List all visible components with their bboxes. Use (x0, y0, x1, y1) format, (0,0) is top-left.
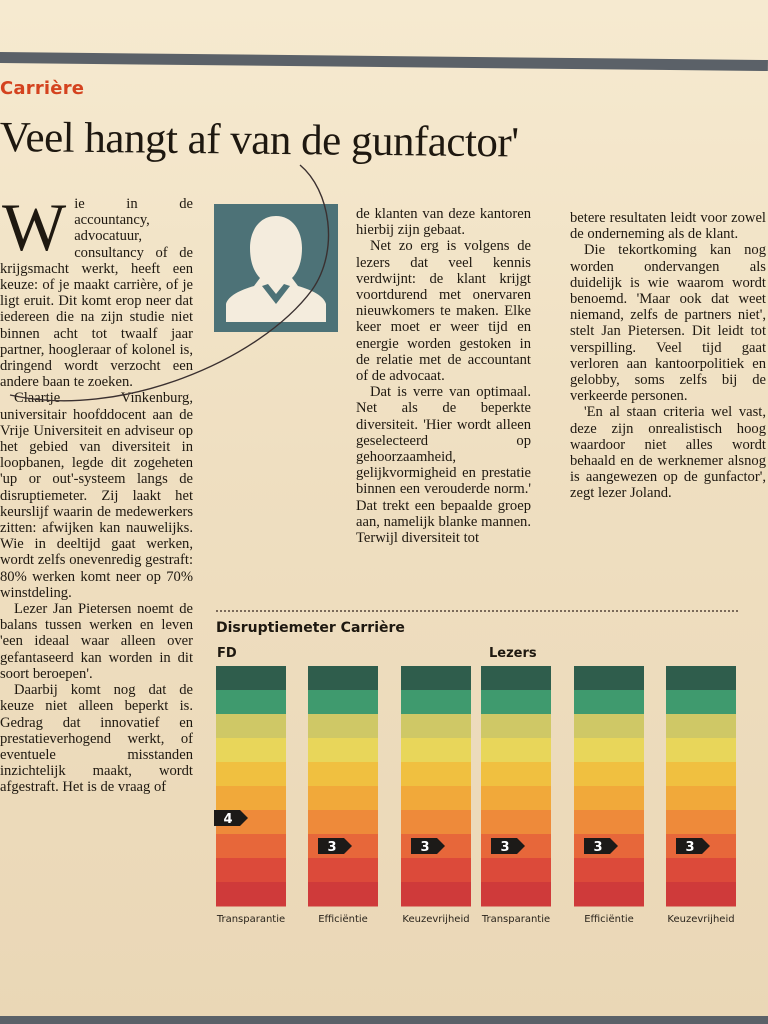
meter-segment (308, 738, 378, 763)
meter-segment (481, 690, 551, 715)
paragraph: 'En al staan criteria wel vast, deze zij… (570, 404, 766, 502)
category-label: Efficiëntie (584, 914, 634, 925)
meter-segment (216, 690, 286, 715)
paragraph: de klanten van deze kantoren hierbij zij… (356, 206, 531, 239)
group-label-lezers: Lezers (489, 646, 537, 661)
value-marker: 3 (318, 838, 352, 855)
value-label: 3 (593, 840, 602, 855)
meter-segment (574, 762, 644, 787)
meter-segment (401, 714, 471, 739)
meter-segment (666, 690, 736, 715)
value-label: 4 (223, 812, 232, 827)
meter-segment (481, 714, 551, 739)
meter-segment (574, 858, 644, 883)
paragraph: betere resultaten leidt voor zowel de on… (570, 210, 766, 243)
meter-segment (481, 738, 551, 763)
meter-segment (574, 666, 644, 691)
meter-segment (308, 690, 378, 715)
meter-segment (308, 762, 378, 787)
meter-segment (666, 714, 736, 739)
meter-segment (401, 858, 471, 883)
paragraph: Die tekortkoming kan nog worden ondervan… (570, 242, 766, 405)
paragraph: Lezer Jan Pietersen noemt de balans tuss… (0, 601, 193, 682)
meter-segment (574, 714, 644, 739)
category-label: Efficiëntie (318, 914, 368, 925)
article-column-4: betere resultaten leidt voor zowel de on… (570, 210, 766, 502)
value-marker: 4 (214, 810, 248, 827)
section-label: Carrière (0, 78, 85, 99)
meter-segment (666, 786, 736, 811)
meter-segment (666, 810, 736, 835)
meter-segment (216, 714, 286, 739)
meter-segment (401, 762, 471, 787)
value-marker: 3 (676, 838, 710, 855)
meter-segment (308, 786, 378, 811)
meter-segment (308, 882, 378, 907)
meter-segment (401, 690, 471, 715)
meter-segment (481, 786, 551, 811)
chart-title: Disruptiemeter Carrière (216, 620, 405, 636)
meter-segment (574, 690, 644, 715)
meter-segment (308, 810, 378, 835)
article-column-3: de klanten van deze kantoren hierbij zij… (356, 206, 531, 546)
value-label: 3 (420, 840, 429, 855)
category-label: Keuzevrijheid (667, 914, 734, 925)
meter-segment (308, 858, 378, 883)
category-label: Transparantie (481, 914, 550, 925)
meter-segment (574, 738, 644, 763)
meter-segment (216, 666, 286, 691)
meter-segment (666, 666, 736, 691)
value-label: 3 (327, 840, 336, 855)
meter-segment (481, 882, 551, 907)
meter-segment (481, 858, 551, 883)
meter-segment (216, 858, 286, 883)
paragraph: Daarbij komt nog dat de keuze niet allee… (0, 682, 193, 796)
chart-divider (216, 610, 738, 612)
meter-segment (666, 882, 736, 907)
paragraph: Dat is verre van optimaal. Net als de be… (356, 384, 531, 547)
meter-segment (574, 786, 644, 811)
value-label: 3 (500, 840, 509, 855)
meter-segment (216, 834, 286, 859)
meter-segment (308, 666, 378, 691)
bottom-rule (0, 1016, 768, 1024)
meter-segment (666, 858, 736, 883)
paragraph: Net zo erg is volgens de lezers dat veel… (356, 238, 531, 385)
meter-segment (401, 666, 471, 691)
meter-segment (481, 810, 551, 835)
meter-segment (666, 762, 736, 787)
meter-segment (216, 738, 286, 763)
meter-segment (308, 714, 378, 739)
meter-segment (574, 882, 644, 907)
value-label: 3 (685, 840, 694, 855)
meter-segment (401, 738, 471, 763)
meter-segment (666, 738, 736, 763)
value-marker: 3 (584, 838, 618, 855)
meter-segment (401, 810, 471, 835)
meter-segment (481, 666, 551, 691)
meter-segment (216, 786, 286, 811)
meter-segment (401, 786, 471, 811)
meter-segment (481, 762, 551, 787)
meter-segment (401, 882, 471, 907)
value-marker: 3 (491, 838, 525, 855)
meter-segment (216, 762, 286, 787)
category-label: Transparantie (216, 914, 285, 925)
meter-segment (574, 810, 644, 835)
group-label-fd: FD (217, 646, 237, 661)
meter-segment (216, 882, 286, 907)
category-label: Keuzevrijheid (402, 914, 469, 925)
value-marker: 3 (411, 838, 445, 855)
